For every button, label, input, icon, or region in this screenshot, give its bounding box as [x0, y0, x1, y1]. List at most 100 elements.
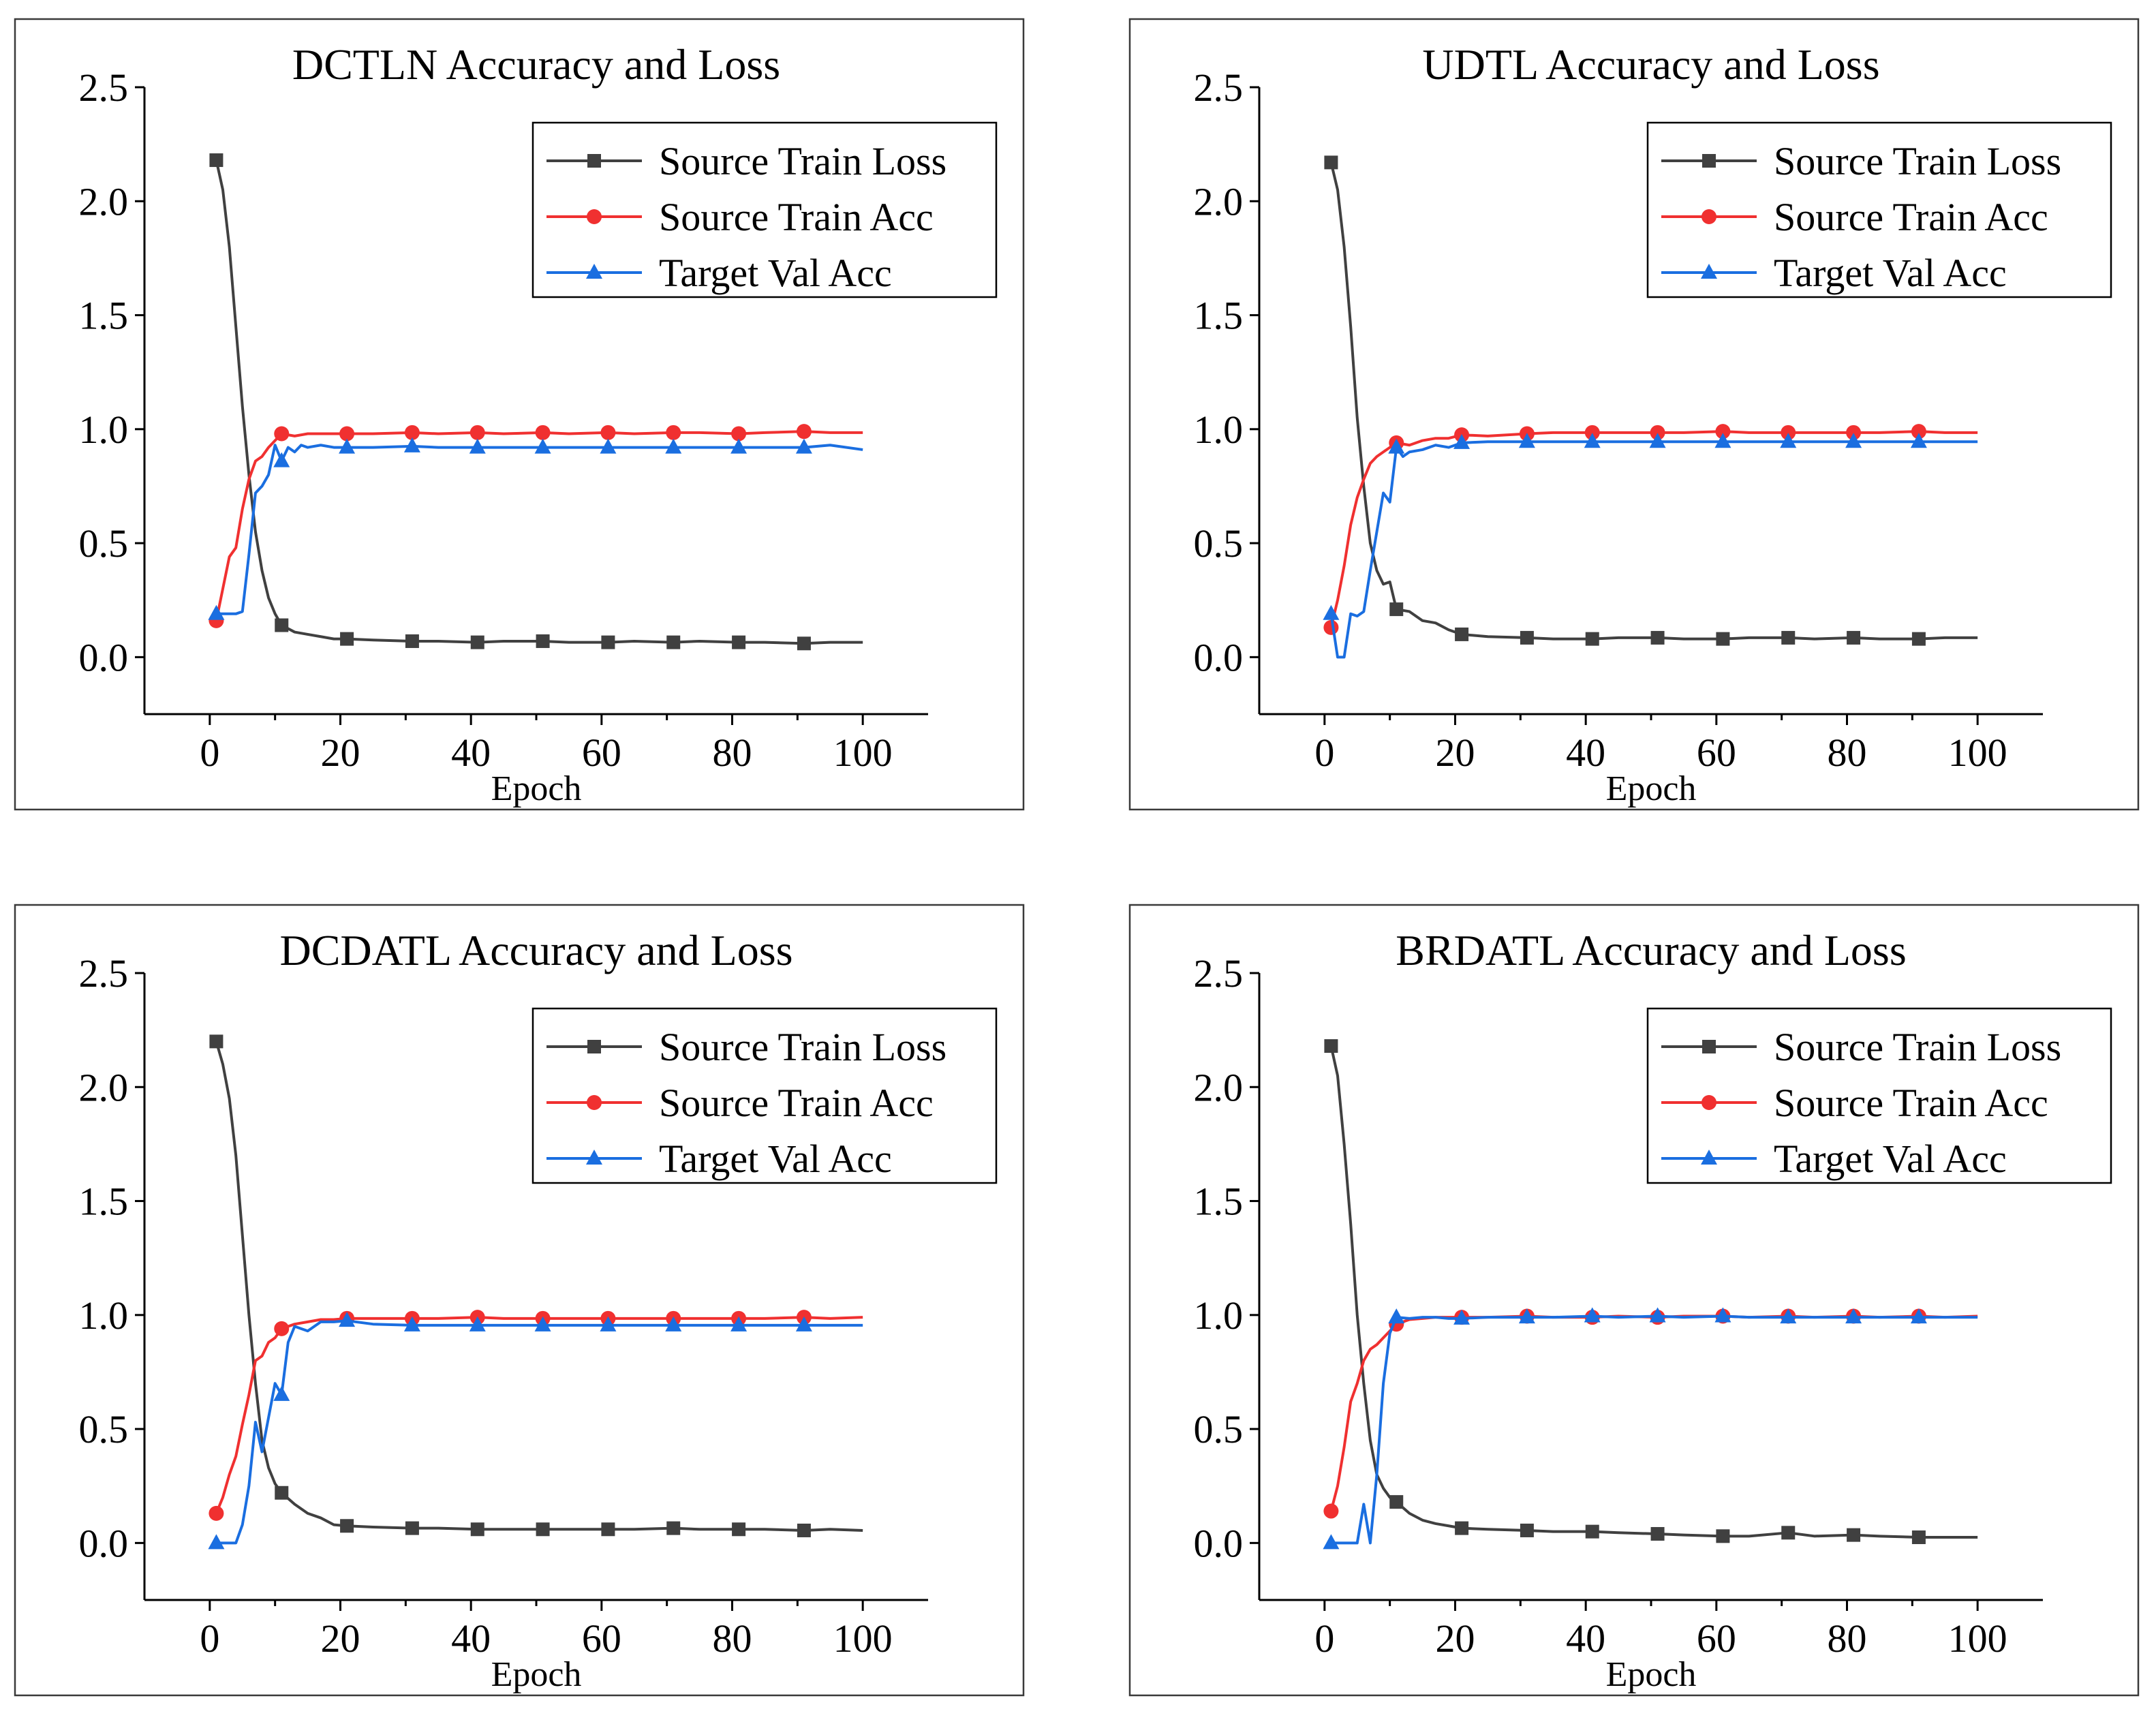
data-point-series-1	[1324, 155, 1338, 170]
legend-marker-1	[1702, 1040, 1716, 1053]
legend-marker-3	[1701, 264, 1717, 279]
data-point-series-3	[1780, 1308, 1797, 1324]
data-point-series-3	[1649, 1307, 1666, 1323]
data-point-series-2	[796, 424, 812, 440]
data-point-series-3	[534, 1316, 551, 1331]
legend: Source Train Loss Source Train Acc Target …	[1646, 121, 2112, 298]
data-point-series-3	[208, 604, 225, 620]
y-tick-label: 1.0	[79, 1293, 129, 1338]
y-tick-label: 1.5	[79, 1180, 129, 1224]
data-point-series-1	[209, 1034, 224, 1049]
data-point-series-1	[1847, 630, 1861, 645]
x-tick-label: 0	[200, 730, 219, 775]
data-point-series-1	[1847, 1528, 1861, 1542]
legend-label-1: Source Train Loss	[1774, 139, 2061, 183]
x-tick-label: 100	[833, 1616, 893, 1661]
data-point-series-1	[1911, 632, 1926, 646]
x-tick-label: 20	[1436, 1616, 1475, 1661]
chart-panel-4: BRDATL Accuracy and Loss 0.0 0.5 1.0 1.5 2.0 2…	[1128, 904, 2140, 1697]
x-tick-label: 40	[1566, 1616, 1605, 1661]
data-point-series-3	[600, 438, 617, 454]
legend-marker-3	[586, 1150, 602, 1165]
y-tick-label: 1.5	[79, 294, 129, 338]
data-point-series-3	[1845, 1308, 1862, 1324]
data-point-series-2	[209, 1505, 224, 1521]
legend: Source Train Loss Source Train Acc Target …	[1646, 1007, 2112, 1184]
x-tick-label: 40	[451, 730, 491, 775]
data-point-series-3	[1584, 1307, 1601, 1323]
data-point-series-3	[1323, 604, 1340, 620]
data-point-series-1	[209, 153, 224, 168]
y-tick-label: 0.0	[79, 1521, 129, 1565]
y-tick-label: 2.5	[1194, 65, 1244, 110]
x-tick-label: 40	[451, 1616, 491, 1661]
legend-marker-2	[1701, 209, 1716, 224]
data-point-series-1	[536, 634, 550, 648]
x-tick-label: 0	[1314, 730, 1334, 775]
x-tick-label: 0	[1314, 1616, 1334, 1661]
data-point-series-3	[1388, 438, 1405, 454]
chart-panel-2: UDTL Accuracy and Loss 0.0 0.5 1.0 1.5 2.0 2.5…	[1128, 18, 2140, 811]
y-tick-label: 2.0	[79, 179, 129, 224]
legend-box	[532, 121, 998, 298]
x-tick-label: 20	[321, 730, 360, 775]
data-point-series-1	[732, 635, 746, 649]
chart-title: UDTL Accuracy and Loss	[1422, 40, 1879, 89]
x-tick-label: 80	[1828, 1616, 1867, 1661]
y-tick-label: 0.0	[1194, 1521, 1244, 1565]
data-point-series-1	[797, 636, 811, 651]
legend-label-3: Target Val Acc	[659, 251, 892, 295]
data-point-series-3	[469, 1316, 486, 1331]
data-point-series-1	[405, 1521, 419, 1535]
data-point-series-3	[534, 438, 551, 454]
legend-box	[532, 1007, 998, 1184]
data-point-series-1	[601, 635, 615, 649]
x-tick-label: 80	[713, 730, 752, 775]
data-point-series-3	[1518, 433, 1535, 448]
series-line-1	[215, 159, 863, 645]
data-point-series-2	[1846, 425, 1862, 440]
data-point-series-2	[1584, 425, 1600, 440]
data-point-series-1	[275, 618, 289, 632]
chart-title: DCTLN Accuracy and Loss	[292, 40, 780, 89]
data-point-series-3	[273, 452, 290, 467]
series-line-1	[1329, 1045, 1978, 1539]
data-point-series-3	[1584, 433, 1601, 448]
x-tick-label: 40	[1566, 730, 1605, 775]
data-point-series-1	[536, 1522, 550, 1537]
data-point-series-3	[600, 1316, 617, 1331]
data-point-series-1	[601, 1522, 615, 1537]
legend-box	[1646, 121, 2112, 298]
data-point-series-3	[1780, 433, 1797, 448]
data-point-series-1	[1911, 1530, 1926, 1544]
data-point-series-1	[1781, 1526, 1796, 1540]
chart-panel-1: DCTLN Accuracy and Loss 0.0 0.5 1.0 1.5 2.0 2.…	[14, 18, 1025, 811]
data-point-series-1	[732, 1522, 746, 1537]
x-tick-label: 100	[1948, 1616, 2007, 1661]
y-tick-label: 1.0	[1194, 407, 1244, 452]
data-point-series-3	[795, 1316, 812, 1331]
data-point-series-2	[274, 426, 290, 442]
legend-label-2: Source Train Acc	[1774, 195, 2048, 239]
x-tick-label: 60	[1697, 730, 1736, 775]
data-point-series-2	[1323, 1503, 1339, 1519]
legend-marker-1	[587, 1040, 601, 1053]
data-point-series-1	[1650, 1526, 1665, 1541]
legend-marker-2	[587, 209, 602, 224]
x-axis-label: Epoch	[1606, 769, 1697, 808]
data-point-series-3	[1714, 1307, 1731, 1323]
data-point-series-1	[1781, 630, 1796, 645]
data-point-series-1	[1324, 1039, 1338, 1053]
legend-label-1: Source Train Loss	[659, 1025, 946, 1069]
series-line-2	[215, 430, 863, 621]
data-point-series-3	[665, 1316, 682, 1331]
legend-label-2: Source Train Acc	[659, 195, 934, 239]
y-tick-label: 1.5	[1194, 294, 1244, 338]
data-point-series-3	[339, 438, 356, 454]
legend-label-2: Source Train Acc	[1774, 1081, 2048, 1125]
data-point-series-2	[1911, 424, 1926, 440]
legend-marker-3	[1701, 1150, 1717, 1165]
series-line-2	[215, 1316, 863, 1514]
series-line-1	[1329, 161, 1978, 641]
